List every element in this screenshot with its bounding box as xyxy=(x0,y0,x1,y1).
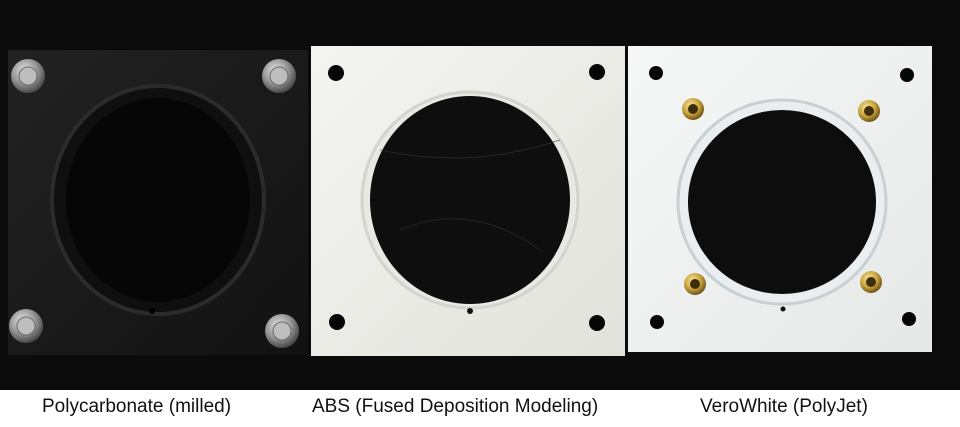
bolt-icon xyxy=(11,59,45,93)
brass-insert-icon xyxy=(860,271,882,293)
caption-bar: Polycarbonate (milled) ABS (Fused Deposi… xyxy=(0,390,960,427)
bolt-icon xyxy=(9,309,43,343)
bolt-icon xyxy=(262,59,296,93)
caption-abs: ABS (Fused Deposition Modeling) xyxy=(312,396,599,417)
verowhite-plate xyxy=(628,46,932,352)
polycarbonate-plate xyxy=(8,50,308,355)
brass-insert-icon xyxy=(684,273,706,295)
caption-verowhite: VeroWhite (PolyJet) xyxy=(700,396,868,417)
bolt-icon xyxy=(265,314,299,348)
brass-insert-icon xyxy=(682,98,704,120)
abs-plate xyxy=(311,46,625,356)
sample-plates-photo xyxy=(0,0,960,390)
caption-polycarbonate: Polycarbonate (milled) xyxy=(42,396,232,417)
brass-insert-icon xyxy=(858,100,880,122)
plates-illustration xyxy=(8,46,932,356)
